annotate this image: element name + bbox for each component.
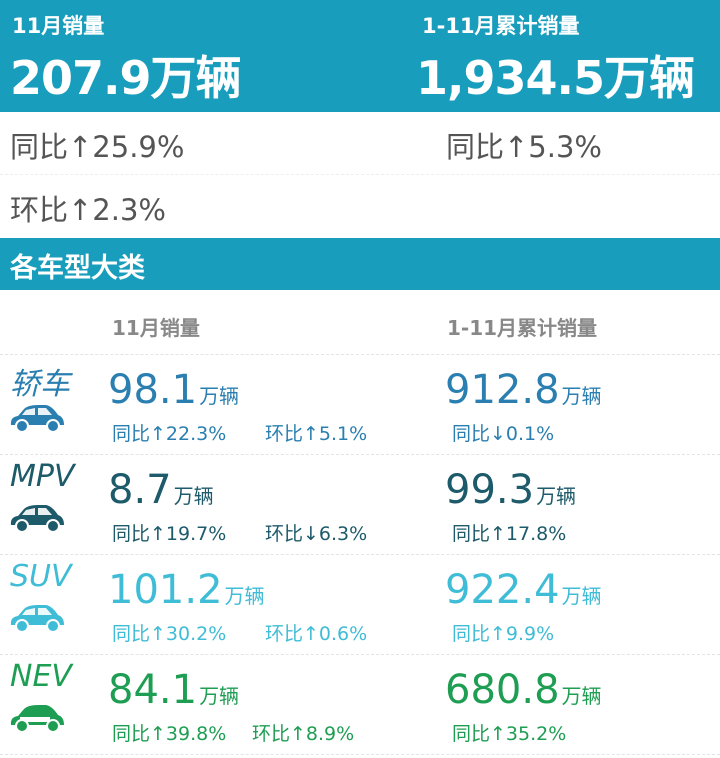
month-mom: 环比↑0.6% [265, 623, 368, 645]
ytd-yoy: 同比↑17.8% [452, 523, 567, 545]
ytd-sales-value: 1,934.5万辆 [416, 51, 695, 105]
month-yoy: 同比↑19.7% [112, 523, 227, 545]
ytd-yoy: 同比↑5.3% [446, 130, 602, 164]
month-sales: 8.7 万辆 [108, 467, 214, 513]
month-yoy: 同比↑30.2% [112, 623, 227, 645]
month-sales-label: 11月销量 [12, 14, 105, 38]
category-name: SUV [10, 559, 72, 594]
month-sales: 98.1 万辆 [108, 367, 240, 413]
section-title: 各车型大类 [0, 238, 720, 290]
month-mom: 环比↓6.3% [265, 523, 368, 545]
ytd-yoy: 同比↑9.9% [452, 623, 555, 645]
nev-car-icon [10, 705, 64, 733]
category-row-轿车: 轿车 98.1 万辆 同比↑22.3% 环比↑5.1% 912.8 万辆 同比↓0.… [0, 355, 720, 455]
category-name: 轿车 [10, 367, 70, 402]
ytd-sales: 912.8 万辆 [445, 367, 602, 413]
category-row-suv: SUV 101.2 万辆 同比↑30.2% 环比↑0.6% 922.4 万辆 同比↑… [0, 555, 720, 655]
category-row-nev: NEV 84.1 万辆 同比↑39.8% 环比↑8.9% 680.8 万辆 同比↑3… [0, 655, 720, 755]
ytd-sales: 680.8 万辆 [445, 667, 602, 713]
sedan-icon [10, 405, 64, 433]
month-sales: 101.2 万辆 [108, 567, 265, 613]
column-header-month: 11月销量 [112, 316, 200, 340]
month-mom: 环比↑2.3% [10, 193, 166, 227]
mom-row: 环比↑2.3% [0, 175, 720, 238]
category-name: MPV [10, 459, 75, 494]
category-row-mpv: MPV 8.7 万辆 同比↑19.7% 环比↓6.3% 99.3 万辆 同比↑17.… [0, 455, 720, 555]
ytd-sales: 922.4 万辆 [445, 567, 602, 613]
column-header-ytd: 1-11月累计销量 [447, 316, 598, 340]
category-name: NEV [10, 659, 72, 694]
month-mom: 环比↑8.9% [252, 723, 355, 745]
month-yoy: 同比↑39.8% [112, 723, 227, 745]
month-yoy: 同比↑22.3% [112, 423, 227, 445]
month-sales: 84.1 万辆 [108, 667, 240, 713]
ytd-yoy: 同比↓0.1% [452, 423, 555, 445]
month-mom: 环比↑5.1% [265, 423, 368, 445]
month-yoy: 同比↑25.9% [10, 130, 185, 164]
ytd-yoy: 同比↑35.2% [452, 723, 567, 745]
ytd-sales-label: 1-11月累计销量 [422, 14, 580, 38]
month-sales-value: 207.9万辆 [10, 51, 242, 105]
ytd-sales: 99.3 万辆 [445, 467, 577, 513]
suv-icon [10, 605, 64, 633]
summary-header: 11月销量 207.9万辆 1-11月累计销量 1,934.5万辆 [0, 0, 720, 112]
yoy-row: 同比↑25.9% 同比↑5.3% [0, 112, 720, 175]
mpv-icon [10, 505, 64, 533]
